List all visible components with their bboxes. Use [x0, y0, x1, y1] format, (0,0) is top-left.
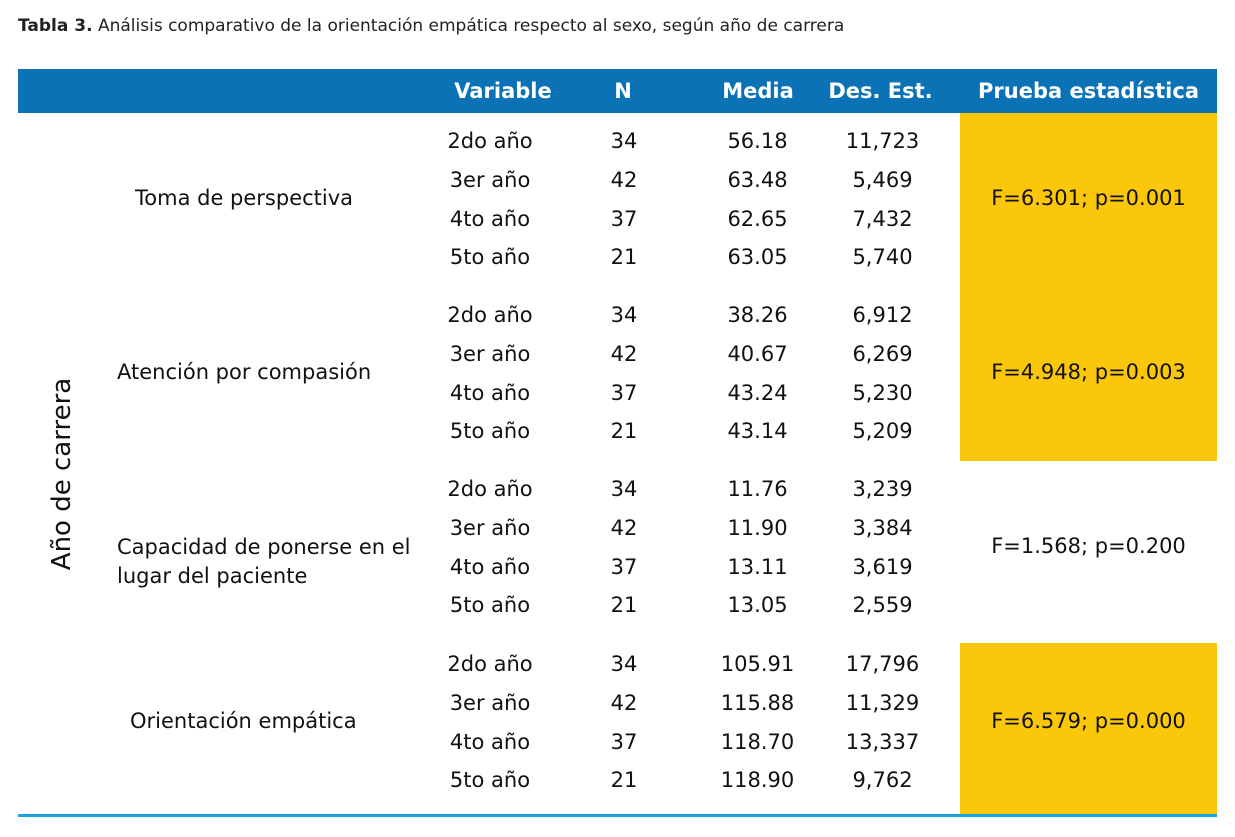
cell-media: 11.76 — [727, 477, 788, 501]
cell-desv: 6,269 — [852, 341, 913, 366]
cell-desv: 17,796 — [845, 652, 920, 676]
cell-desv: 3,619 — [852, 554, 913, 579]
cell-variable: 4to año — [449, 206, 531, 231]
cell-media: 115.88 — [720, 690, 795, 715]
group-name: Toma de perspectiva — [135, 186, 354, 210]
header-desv: Des. Est. — [828, 79, 933, 103]
cell-n: 34 — [610, 129, 638, 153]
cell-media: 43.24 — [727, 380, 788, 405]
cell-media: 43.14 — [727, 419, 788, 444]
cell-media: 118.70 — [720, 729, 795, 754]
group-stat: F=6.579; p=0.000 — [991, 709, 1186, 733]
cell-n: 21 — [610, 245, 638, 270]
cell-variable: 4to año — [449, 380, 531, 405]
group-stat: F=1.568; p=0.200 — [991, 534, 1186, 558]
cell-desv: 3,239 — [852, 477, 913, 501]
group-name: Capacidad de ponerse en el lugar del pac… — [117, 535, 411, 588]
caption-label: Tabla 3. — [18, 16, 93, 36]
highlight-block-2 — [960, 643, 1217, 814]
table-caption: Tabla 3. Análisis comparativo de la orie… — [18, 16, 844, 36]
cell-media: 38.26 — [727, 303, 788, 327]
cell-variable: 2do año — [447, 652, 533, 676]
cell-variable: 3er año — [449, 167, 531, 192]
cell-n: 37 — [610, 380, 638, 405]
header-variable: Variable — [454, 79, 552, 103]
cell-n: 42 — [610, 167, 638, 192]
cell-desv: 11,329 — [845, 690, 920, 715]
group-name: Orientación empática — [130, 709, 357, 733]
cell-desv: 5,209 — [852, 419, 913, 444]
cell-n: 37 — [610, 729, 638, 754]
cell-desv: 2,559 — [852, 593, 913, 618]
cell-media: 11.90 — [727, 515, 788, 540]
header-prueba: Prueba estadística — [978, 79, 1199, 103]
table-header: Variable N Media Des. Est. Prueba estadí… — [18, 69, 1217, 113]
cell-variable: 4to año — [449, 554, 531, 579]
cell-media: 13.05 — [727, 593, 788, 618]
cell-n: 42 — [610, 515, 638, 540]
cell-variable: 5to año — [449, 245, 531, 270]
cell-n: 42 — [610, 690, 638, 715]
cell-n: 21 — [610, 419, 638, 444]
bottom-rule — [18, 814, 1217, 817]
cell-desv: 5,740 — [852, 245, 913, 270]
cell-n: 34 — [610, 477, 638, 501]
cell-variable: 3er año — [449, 690, 531, 715]
cell-n: 21 — [610, 768, 638, 793]
cell-desv: 9,762 — [852, 768, 913, 793]
cell-variable: 5to año — [449, 419, 531, 444]
cell-variable: 2do año — [447, 129, 533, 153]
group-stat: F=6.301; p=0.001 — [991, 186, 1186, 210]
caption-text: Análisis comparativo de la orientación e… — [92, 16, 845, 36]
cell-n: 37 — [610, 206, 638, 231]
header-media: Media — [722, 79, 794, 103]
cell-desv: 6,912 — [852, 303, 913, 327]
cell-desv: 5,469 — [852, 167, 913, 192]
cell-desv: 3,384 — [852, 515, 913, 540]
cell-n: 37 — [610, 554, 638, 579]
cell-variable: 4to año — [449, 729, 531, 754]
group-name: Atención por compasión — [117, 360, 372, 384]
cell-desv: 13,337 — [845, 729, 920, 754]
cell-desv: 7,432 — [852, 206, 913, 231]
group-stat: F=4.948; p=0.003 — [991, 360, 1186, 384]
cell-media: 13.11 — [727, 554, 788, 579]
cell-media: 40.67 — [727, 341, 788, 366]
highlight-block-1 — [960, 113, 1217, 461]
cell-media: 63.05 — [727, 245, 788, 270]
cell-variable: 2do año — [447, 303, 533, 327]
cell-variable: 3er año — [449, 341, 531, 366]
cell-desv: 5,230 — [852, 380, 913, 405]
cell-media: 62.65 — [727, 206, 788, 231]
cell-n: 34 — [610, 303, 638, 327]
cell-variable: 5to año — [449, 593, 531, 618]
cell-n: 42 — [610, 341, 638, 366]
cell-variable: 5to año — [449, 768, 531, 793]
cell-variable: 3er año — [449, 515, 531, 540]
header-n: N — [614, 79, 632, 103]
cell-n: 21 — [610, 593, 638, 618]
cell-media: 56.18 — [727, 129, 788, 153]
cell-n: 34 — [610, 652, 638, 676]
cell-media: 118.90 — [720, 768, 795, 793]
cell-desv: 11,723 — [845, 129, 920, 153]
row-axis-label: Año de carrera — [47, 377, 77, 571]
cell-media: 105.91 — [720, 652, 795, 676]
cell-variable: 2do año — [447, 477, 533, 501]
cell-media: 63.48 — [727, 167, 788, 192]
